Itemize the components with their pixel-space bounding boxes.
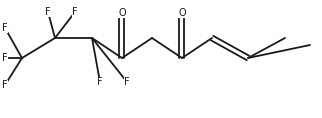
Text: O: O [118, 8, 126, 18]
Text: F: F [2, 53, 8, 63]
Text: O: O [178, 8, 186, 18]
Text: F: F [45, 7, 51, 17]
Text: F: F [2, 80, 8, 90]
Text: F: F [2, 23, 8, 33]
Text: F: F [72, 7, 78, 17]
Text: F: F [97, 77, 103, 87]
Text: F: F [124, 77, 130, 87]
